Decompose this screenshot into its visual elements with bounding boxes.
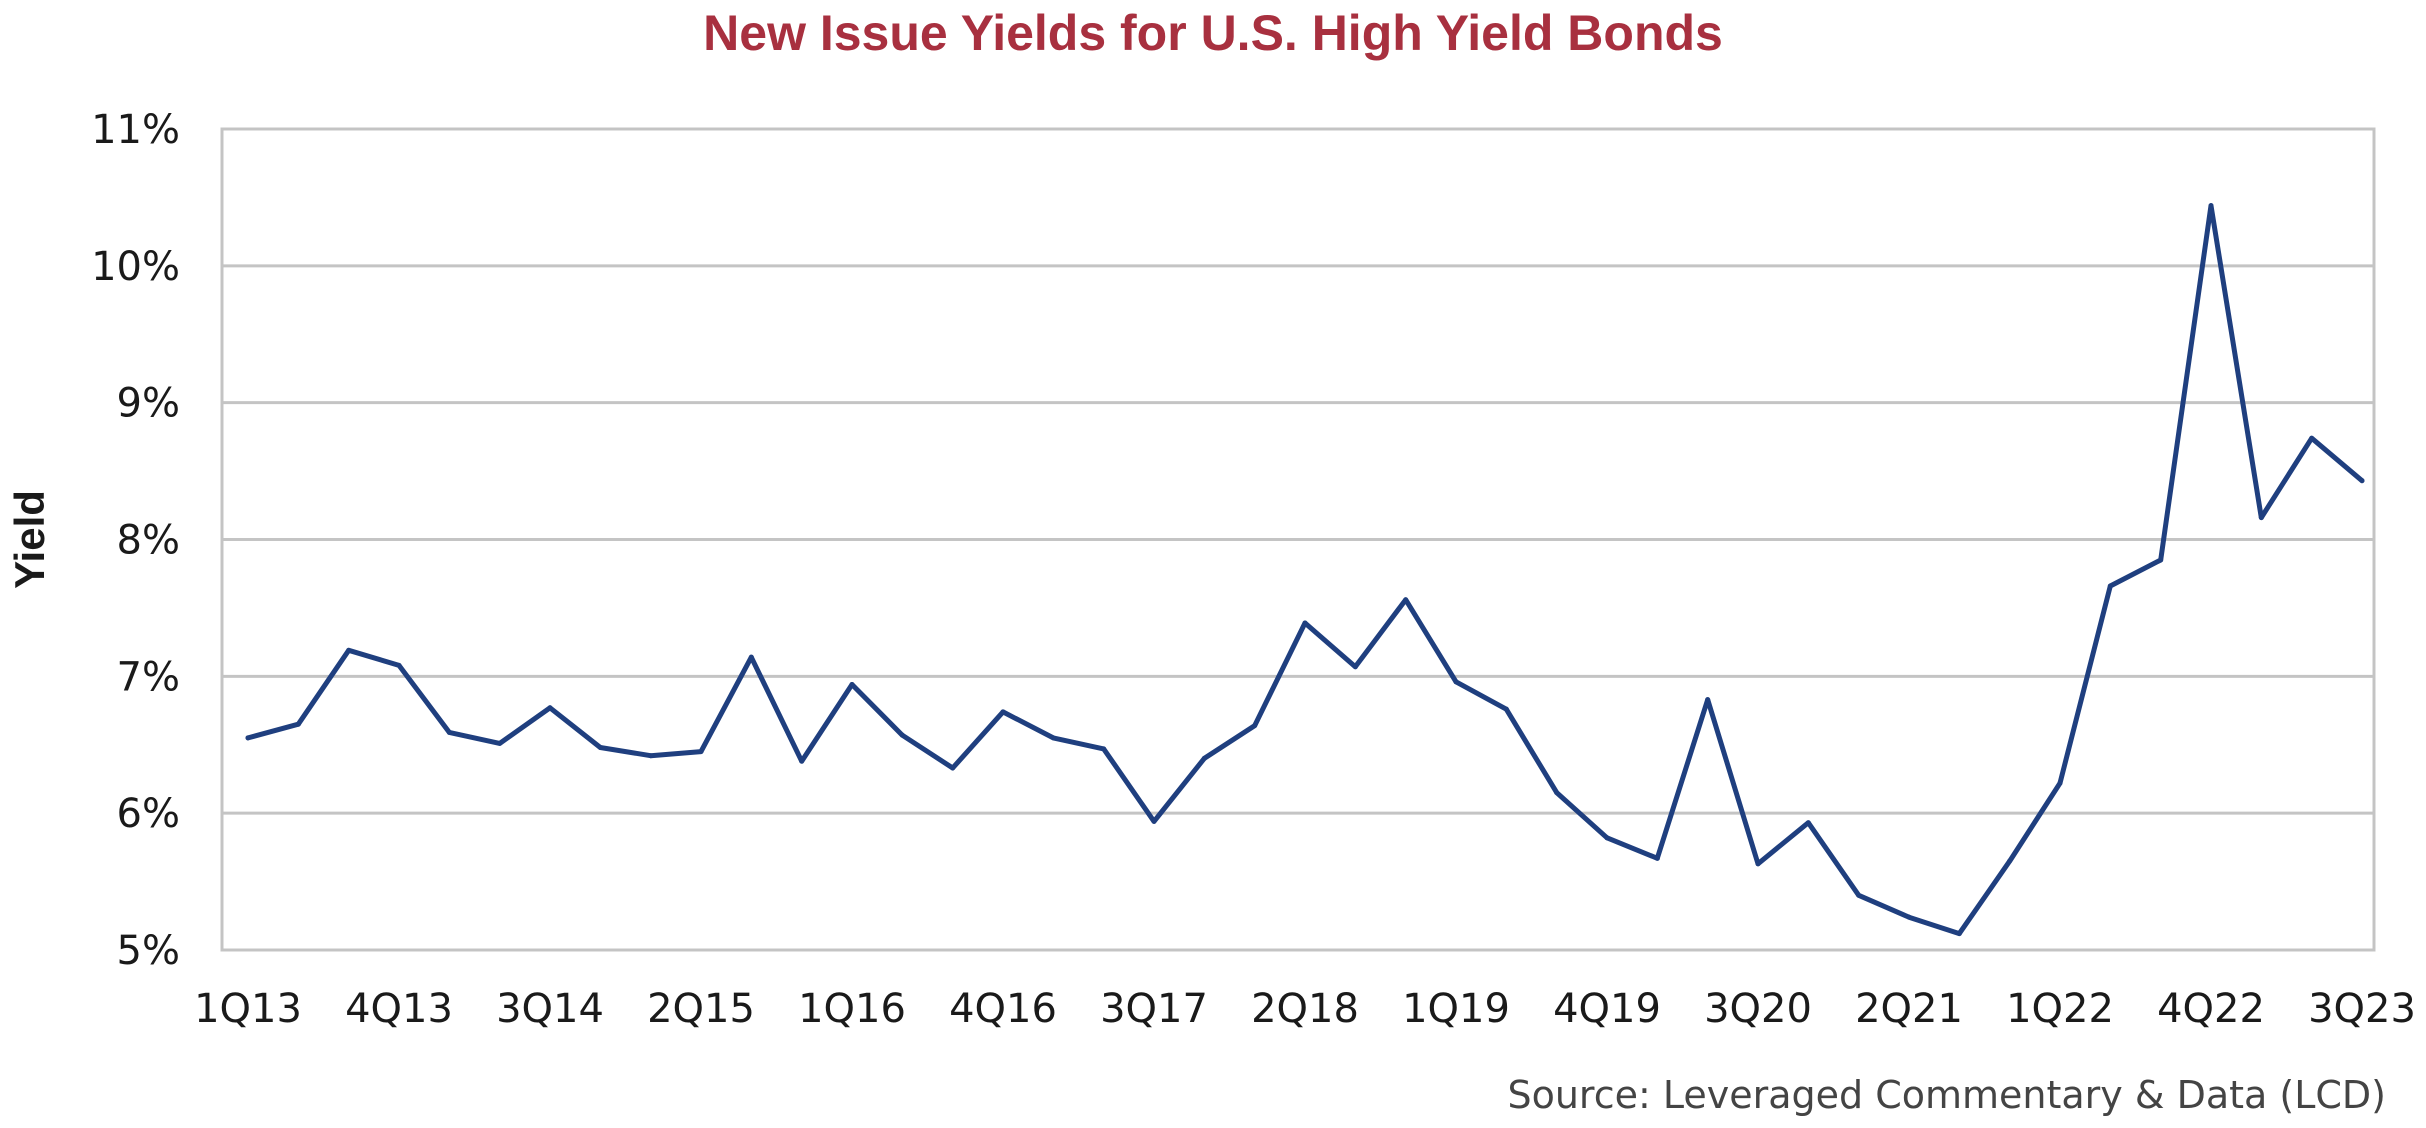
data-point: [1856, 892, 1862, 898]
x-tick-label: 2Q15: [647, 986, 755, 1032]
x-axis-ticks: 1Q13 4Q13 3Q14 2Q15 1Q16 4Q16 3Q17 2Q18 1Q19 4Q19…: [194, 986, 2416, 1032]
data-point: [1000, 709, 1006, 715]
data-point: [1906, 914, 1912, 920]
x-tick-label: 1Q22: [2006, 986, 2114, 1032]
data-point: [1554, 790, 1560, 796]
x-tick-label: 4Q13: [345, 986, 453, 1032]
data-point: [1201, 755, 1207, 761]
data-point: [1805, 820, 1811, 826]
data-point: [597, 744, 603, 750]
x-tick-label: 4Q16: [949, 986, 1057, 1032]
x-tick-label: 1Q13: [194, 986, 302, 1032]
data-point: [1503, 706, 1509, 712]
data-point: [396, 662, 402, 668]
x-tick-label: 4Q19: [1553, 986, 1661, 1032]
data-point: [698, 749, 704, 755]
data-point: [497, 740, 503, 746]
data-point: [1403, 597, 1409, 603]
data-point: [446, 729, 452, 735]
data-point: [1352, 664, 1358, 670]
y-tick-label: 10%: [91, 244, 180, 290]
x-tick-label: 2Q18: [1251, 986, 1359, 1032]
data-point: [748, 654, 754, 660]
x-tick-label: 2Q21: [1855, 986, 1963, 1032]
x-tick-label: 1Q16: [798, 986, 906, 1032]
data-point: [950, 765, 956, 771]
y-tick-label: 7%: [117, 654, 180, 700]
x-tick-label: 3Q14: [496, 986, 604, 1032]
data-point: [799, 758, 805, 764]
data-point: [1050, 735, 1056, 741]
y-tick-label: 9%: [117, 381, 180, 427]
data-point: [1604, 835, 1610, 841]
data-point: [2007, 858, 2013, 864]
data-point: [648, 753, 654, 759]
plot-frame: [220, 127, 2376, 952]
data-point: [2107, 583, 2113, 589]
data-point: [245, 735, 251, 741]
y-tick-label: 5%: [117, 928, 180, 974]
x-tick-label: 4Q22: [2157, 986, 2265, 1032]
data-point: [1654, 855, 1660, 861]
y-tick-label: 11%: [91, 107, 180, 153]
y-axis-ticks: 5% 6% 7% 8% 9% 10% 11%: [91, 107, 180, 974]
data-point: [849, 682, 855, 688]
data-point: [1705, 697, 1711, 703]
y-tick-label: 6%: [117, 791, 180, 837]
data-point: [1956, 931, 1962, 937]
y-tick-label: 8%: [117, 518, 180, 564]
y-axis-label: Yield: [6, 490, 53, 589]
chart-title: New Issue Yields for U.S. High Yield Bon…: [703, 5, 1723, 61]
data-point: [1453, 679, 1459, 685]
data-point: [547, 705, 553, 711]
data-point: [295, 721, 301, 727]
grid: [222, 127, 2374, 952]
source-note: Source: Leveraged Commentary & Data (LCD…: [1507, 1073, 2386, 1117]
data-point: [2359, 478, 2365, 484]
data-point: [346, 647, 352, 653]
data-point: [2158, 557, 2164, 563]
x-tick-label: 1Q19: [1402, 986, 1510, 1032]
series-line: [245, 203, 2365, 937]
data-points: [245, 203, 2365, 937]
data-point: [1101, 746, 1107, 752]
data-point: [2309, 435, 2315, 441]
data-point: [2208, 203, 2214, 209]
data-point: [1302, 620, 1308, 626]
data-point: [1151, 818, 1157, 824]
data-point: [2057, 780, 2063, 786]
data-point: [1755, 861, 1761, 867]
x-tick-label: 3Q20: [1704, 986, 1812, 1032]
x-tick-label: 3Q17: [1100, 986, 1208, 1032]
data-point: [1252, 723, 1258, 729]
data-point: [899, 732, 905, 738]
x-tick-label: 3Q23: [2308, 986, 2416, 1032]
data-point: [2258, 515, 2264, 521]
